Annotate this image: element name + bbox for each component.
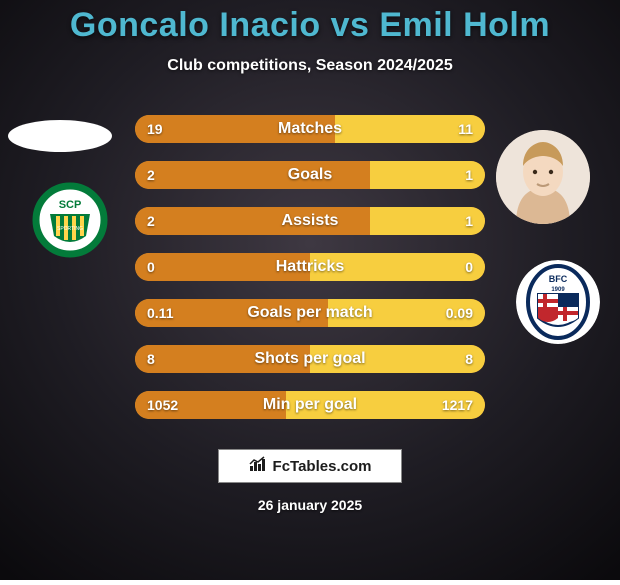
club-left-badge: SCP SPORTING bbox=[20, 178, 120, 278]
stat-row: 00Hattricks bbox=[135, 253, 485, 281]
face-icon bbox=[496, 130, 590, 224]
stat-label: Shots per goal bbox=[135, 350, 485, 368]
sporting-badge-icon: SCP SPORTING bbox=[20, 178, 120, 278]
stat-label: Hattricks bbox=[135, 258, 485, 276]
player-right-avatar bbox=[496, 130, 590, 224]
stats-container: 1911Matches 21Goals 21Assists 00Hattricks 0.… bbox=[135, 115, 485, 419]
stat-label: Goals bbox=[135, 166, 485, 184]
stat-row: 10521217Min per goal bbox=[135, 391, 485, 419]
club-right-badge: BFC 1909 bbox=[516, 260, 600, 344]
stat-row: 1911Matches bbox=[135, 115, 485, 143]
branding-box: FcTables.com bbox=[218, 449, 402, 483]
stat-row: 21Assists bbox=[135, 207, 485, 235]
svg-text:SCP: SCP bbox=[59, 199, 82, 211]
comparison-title: Goncalo Inacio vs Emil Holm bbox=[70, 6, 550, 45]
branding-text: FcTables.com bbox=[273, 458, 372, 475]
stat-row: 21Goals bbox=[135, 161, 485, 189]
date-text: 26 january 2025 bbox=[258, 497, 362, 513]
stat-row: 88Shots per goal bbox=[135, 345, 485, 373]
svg-text:BFC: BFC bbox=[549, 274, 568, 284]
svg-text:1909: 1909 bbox=[551, 287, 565, 293]
stat-label: Goals per match bbox=[135, 304, 485, 322]
chart-icon bbox=[249, 456, 267, 476]
stat-row: 0.110.09Goals per match bbox=[135, 299, 485, 327]
stat-label: Min per goal bbox=[135, 396, 485, 414]
svg-text:SPORTING: SPORTING bbox=[57, 226, 83, 232]
stat-label: Assists bbox=[135, 212, 485, 230]
stat-label: Matches bbox=[135, 120, 485, 138]
bologna-badge-icon: BFC 1909 bbox=[516, 260, 600, 344]
player-left-avatar bbox=[8, 120, 112, 152]
season-subtitle: Club competitions, Season 2024/2025 bbox=[167, 57, 452, 75]
